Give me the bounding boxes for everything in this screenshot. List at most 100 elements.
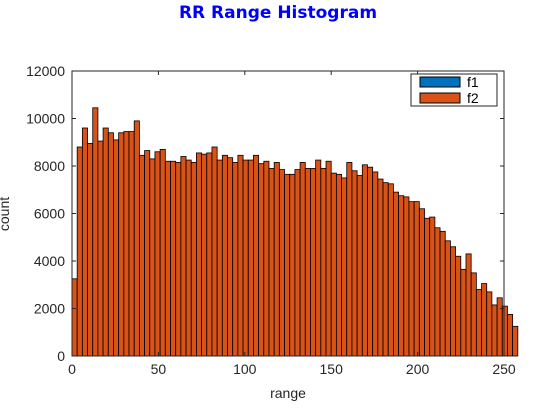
x-tick-label: 250 xyxy=(492,361,516,377)
y-tick-label: 2000 xyxy=(34,301,65,317)
bar-f2-20 xyxy=(175,162,182,357)
bar-f2-19 xyxy=(170,160,177,357)
bar-f2-40 xyxy=(278,169,285,357)
bar-f2-65 xyxy=(408,201,415,357)
y-tick-label: 12000 xyxy=(26,63,65,79)
bar-f2-15 xyxy=(149,158,156,357)
bar-f2-68 xyxy=(424,217,431,357)
bar-f2-49 xyxy=(325,160,332,357)
bar-f2-60 xyxy=(382,182,389,357)
bar-f2-2 xyxy=(81,127,88,357)
x-axis-label: range xyxy=(270,385,306,401)
bar-f2-29 xyxy=(221,154,228,357)
y-tick-label: 10000 xyxy=(26,111,65,127)
bar-f2-62 xyxy=(393,191,399,357)
bar-f2-39 xyxy=(273,162,280,357)
bar-f2-79 xyxy=(481,283,488,357)
bar-f2-69 xyxy=(429,216,436,357)
bar-f2-66 xyxy=(413,201,420,357)
bar-f2-5 xyxy=(97,140,104,357)
bar-f2-25 xyxy=(201,153,208,357)
bar-f2-35 xyxy=(253,154,260,357)
bar-f2-32 xyxy=(237,154,244,357)
x-tick-label: 150 xyxy=(320,361,344,377)
bar-f2-38 xyxy=(268,167,275,357)
chart-title: RR Range Histogram xyxy=(179,3,377,23)
bars-group xyxy=(71,107,519,357)
bar-f2-83 xyxy=(501,305,508,357)
bar-f2-41 xyxy=(284,173,291,357)
bar-f2-43 xyxy=(294,169,301,357)
bar-f2-47 xyxy=(315,159,322,357)
bar-f2-14 xyxy=(144,150,151,357)
bar-f2-27 xyxy=(211,146,218,357)
bar-f2-61 xyxy=(387,183,394,357)
y-tick-label: 4000 xyxy=(34,253,65,269)
bar-f2-13 xyxy=(138,154,145,357)
bar-f2-50 xyxy=(330,172,337,357)
bar-f2-31 xyxy=(232,162,239,357)
x-tick-label: 0 xyxy=(68,361,76,377)
bar-f2-67 xyxy=(418,208,425,357)
bar-f2-34 xyxy=(247,159,254,357)
bar-f2-59 xyxy=(377,178,384,357)
bar-f2-42 xyxy=(289,173,296,357)
bar-f2-45 xyxy=(304,167,311,357)
bar-f2-53 xyxy=(346,162,353,357)
bar-f2-6 xyxy=(102,127,109,357)
bar-f2-1 xyxy=(76,146,83,357)
bar-f2-16 xyxy=(154,151,161,357)
bar-f2-26 xyxy=(206,152,213,357)
bar-f2-80 xyxy=(486,291,493,357)
bar-f2-54 xyxy=(351,170,358,357)
x-tick-label: 50 xyxy=(151,361,167,377)
bar-f2-37 xyxy=(263,160,270,357)
bar-f2-33 xyxy=(242,159,249,357)
bar-f2-17 xyxy=(159,148,166,357)
bar-f2-63 xyxy=(398,195,405,357)
bar-f2-4 xyxy=(92,107,99,357)
bar-f2-56 xyxy=(361,164,368,357)
x-tick-label: 100 xyxy=(233,361,257,377)
bar-f2-70 xyxy=(434,227,441,357)
bar-f2-51 xyxy=(335,173,342,357)
legend-label-f2: f2 xyxy=(467,90,479,106)
bar-f2-52 xyxy=(341,177,348,357)
y-tick-label: 6000 xyxy=(34,206,65,222)
legend-swatch-f2 xyxy=(419,92,461,104)
bar-f2-36 xyxy=(258,163,265,357)
bar-f2-9 xyxy=(118,132,125,357)
bar-f2-21 xyxy=(180,156,187,357)
bar-f2-81 xyxy=(491,304,498,357)
bar-f2-84 xyxy=(507,314,514,357)
bar-f2-85 xyxy=(512,325,519,357)
bar-f2-12 xyxy=(133,120,140,357)
bar-f2-10 xyxy=(123,131,130,357)
bar-f2-71 xyxy=(439,230,446,357)
bar-f2-77 xyxy=(470,272,477,357)
bar-f2-22 xyxy=(185,159,192,357)
bar-f2-0 xyxy=(71,278,78,357)
bar-f2-73 xyxy=(450,246,457,357)
bar-f2-46 xyxy=(310,167,317,357)
legend-label-f1: f1 xyxy=(467,74,479,90)
bar-f2-55 xyxy=(356,175,363,357)
bar-f2-24 xyxy=(196,152,202,357)
bar-f2-57 xyxy=(367,166,374,357)
y-tick-label: 8000 xyxy=(34,158,65,174)
bar-f2-58 xyxy=(372,171,379,357)
bar-f2-48 xyxy=(320,167,327,357)
bar-f2-8 xyxy=(113,139,120,357)
bar-f2-30 xyxy=(227,157,234,357)
bar-f2-3 xyxy=(87,143,94,357)
bar-f2-18 xyxy=(164,160,171,357)
legend: f1 f2 xyxy=(410,73,498,107)
bar-f2-23 xyxy=(190,162,197,357)
bar-f2-74 xyxy=(455,255,462,357)
bar-f2-76 xyxy=(465,253,472,357)
y-tick-label: 0 xyxy=(57,348,65,364)
bar-f2-82 xyxy=(496,297,503,357)
x-tick-label: 200 xyxy=(406,361,430,377)
legend-swatch-f1 xyxy=(419,76,461,88)
